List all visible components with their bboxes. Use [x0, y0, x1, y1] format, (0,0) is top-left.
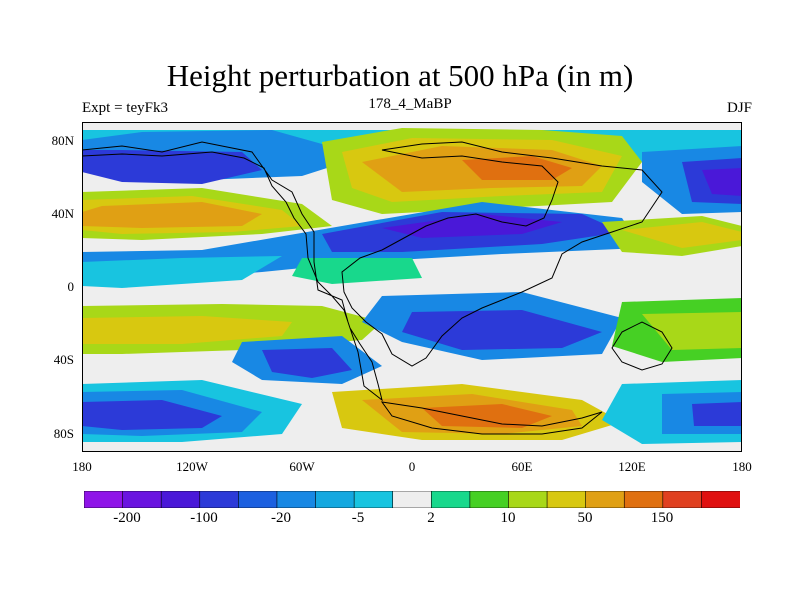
colorbar-swatch-1	[84, 491, 124, 508]
colorbar-swatch-12	[508, 491, 548, 508]
colorbar-label-6: 10	[500, 510, 516, 526]
colorbar-swatch-11	[469, 491, 510, 508]
colorbar-swatch-13	[546, 491, 587, 508]
contour-s-atlantic-trough-core	[262, 348, 352, 378]
contour-sw-pacific-trough-core	[82, 400, 222, 430]
colorbar	[84, 491, 740, 508]
contour-trop-east-pacific	[82, 256, 282, 288]
contour-trop-atlantic	[292, 258, 422, 284]
colorbar-label-2: -100	[190, 510, 218, 526]
antarctica-coastline	[380, 401, 603, 435]
experiment-label: Expt = teyFk3	[82, 100, 168, 116]
colorbar-swatch-15	[623, 491, 664, 508]
contour-s-indian-trough-core	[402, 310, 602, 350]
contour-n-pacific-low	[82, 150, 262, 184]
contour-asia-trough-core	[382, 214, 562, 238]
x-tick-60e: 60E	[511, 459, 533, 474]
contour-se-pacific-trough-core	[692, 402, 742, 426]
y-tick-40n: 40N	[51, 206, 74, 221]
eurasia-africa-coastline	[341, 141, 663, 367]
map-frame	[82, 122, 742, 452]
colorbar-swatch-17	[701, 491, 740, 508]
chart-title: Height perturbation at 500 hPa (in m)	[166, 58, 634, 93]
y-tick-80n: 80N	[51, 133, 74, 148]
x-tick-120w: 120W	[176, 459, 208, 474]
contour-eurasia-ridge-core	[462, 156, 572, 180]
colorbar-swatch-14	[585, 491, 626, 508]
x-tick-180e: 180	[732, 459, 752, 474]
colorbar-label-4: -5	[351, 510, 365, 526]
colorbar-label-5: 2	[427, 510, 435, 526]
colorbar-swatch-3	[160, 491, 201, 508]
season-label: DJF	[726, 100, 752, 116]
colorbar-label-3: -20	[271, 510, 291, 526]
y-tick-80s: 80S	[53, 426, 74, 441]
australia-coastline	[611, 321, 673, 371]
colorbar-swatch-7	[315, 491, 355, 508]
colorbar-swatch-10	[430, 491, 471, 508]
map-panel	[82, 122, 742, 452]
contour-ne-pacific-min	[702, 168, 742, 196]
americas-coastline	[82, 141, 383, 402]
colorbar-swatch-2	[122, 491, 162, 508]
x-tick-120e: 120E	[618, 459, 646, 474]
x-tick-180w: 180	[72, 459, 92, 474]
continent-outlines	[82, 141, 673, 435]
colorbar-swatch-8	[353, 491, 394, 508]
colorbar-swatch-6	[276, 491, 317, 508]
contour-nw-pacific-ridge-core	[622, 222, 742, 248]
contour-n-atlantic-ridge-core	[82, 202, 262, 228]
colorbar-label-8: 150	[650, 510, 674, 526]
colorbar-swatch-4	[199, 491, 240, 508]
x-tick-0: 0	[408, 459, 416, 474]
colorbar-swatch-5	[238, 491, 278, 508]
colorbar-label-1: -200	[113, 510, 141, 526]
x-tick-60w: 60W	[289, 459, 315, 474]
contour-s-pacific-ridge-core	[82, 316, 292, 344]
colorbar-swatch-9	[392, 491, 433, 508]
colorbar-swatch-16	[662, 491, 703, 508]
contour-s-indian-ridge-core	[422, 404, 552, 428]
time-slice-label: 178_4_MaBP	[368, 96, 452, 112]
contour-map	[82, 122, 742, 452]
y-tick-40s: 40S	[53, 352, 74, 367]
colorbar-label-7: 50	[577, 510, 593, 526]
y-tick-eq: 0	[67, 279, 75, 294]
